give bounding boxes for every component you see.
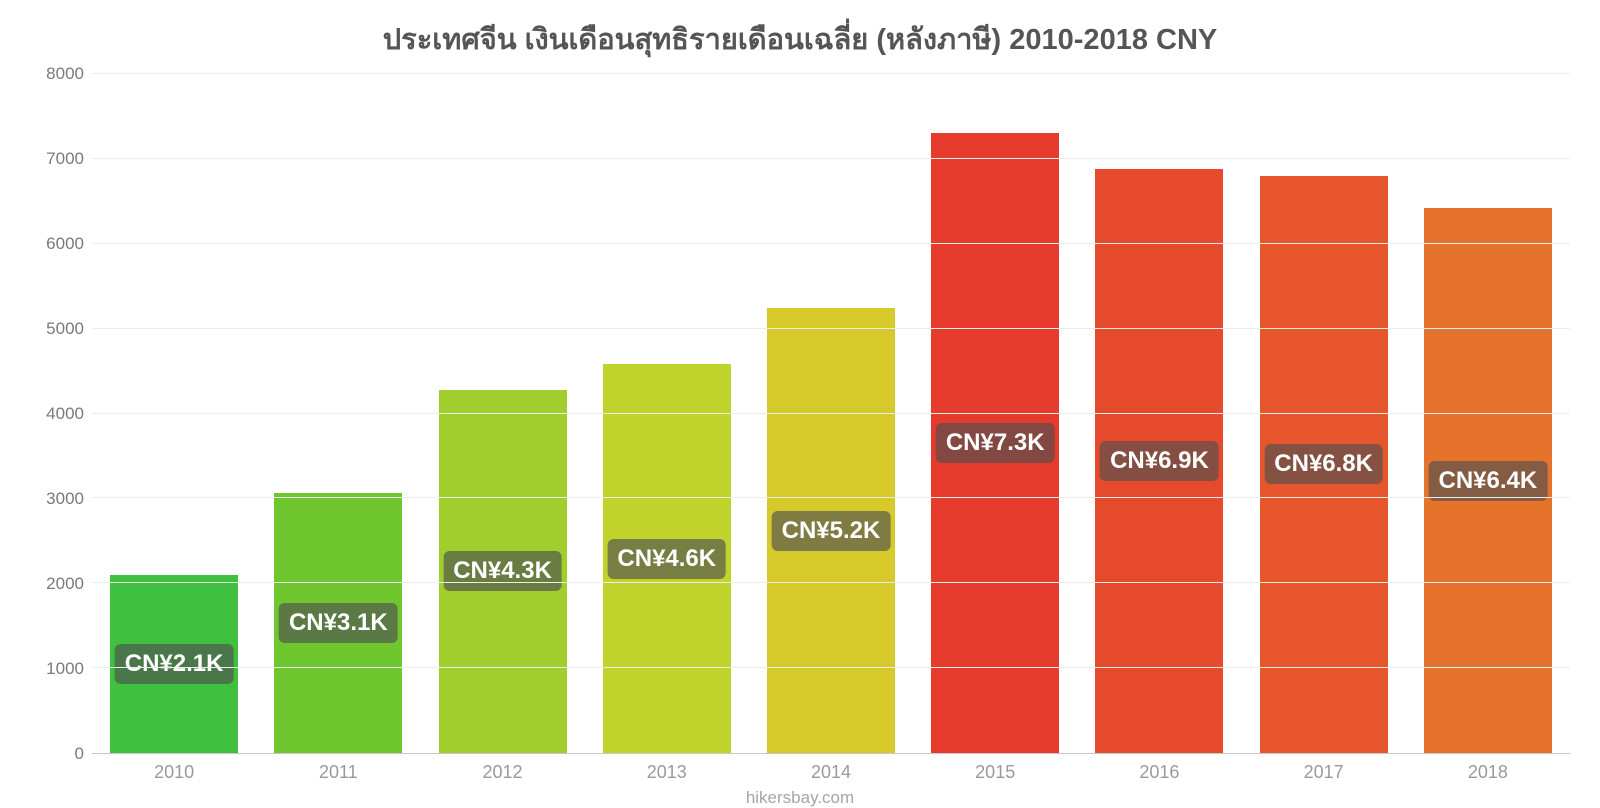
bar-slot: CN¥3.1K [256,74,420,753]
chart-title: ประเทศจีน เงินเดือนสุทธิรายเดือนเฉลี่ย (… [30,16,1570,62]
bar-value-label: CN¥4.6K [607,539,726,579]
grid-line [92,158,1570,159]
grid-line [92,667,1570,668]
bar-slot: CN¥4.3K [420,74,584,753]
bar-slot: CN¥2.1K [92,74,256,753]
y-tick-label: 3000 [46,489,84,509]
grid-line [92,497,1570,498]
x-tick-label: 2017 [1242,754,1406,786]
grid-line [92,328,1570,329]
y-tick-label: 1000 [46,659,84,679]
grid-line [92,413,1570,414]
y-tick-label: 0 [75,744,84,764]
x-tick-label: 2018 [1406,754,1570,786]
bar-slot: CN¥6.9K [1077,74,1241,753]
x-tick-label: 2013 [585,754,749,786]
y-tick-label: 2000 [46,574,84,594]
x-tick-label: 2016 [1077,754,1241,786]
y-tick-label: 6000 [46,234,84,254]
y-tick-label: 8000 [46,64,84,84]
bar-value-label: CN¥6.4K [1429,461,1548,501]
grid-line [92,582,1570,583]
bar-slot: CN¥6.8K [1242,74,1406,753]
bar-slot: CN¥6.4K [1406,74,1570,753]
y-tick-label: 5000 [46,319,84,339]
bar-value-label: CN¥5.2K [772,511,891,551]
chart-container: ประเทศจีน เงินเดือนสุทธิรายเดือนเฉลี่ย (… [0,0,1600,800]
bars-container: CN¥2.1K CN¥3.1K CN¥4.3K CN¥4.6K CN¥5.2K CN¥7.… [92,74,1570,753]
bar-value-label: CN¥7.3K [936,423,1055,463]
bar-value-label: CN¥4.3K [443,551,562,591]
bar-value-label: CN¥6.8K [1264,444,1383,484]
x-tick-label: 2010 [92,754,256,786]
x-tick-label: 2011 [256,754,420,786]
x-axis: 201020112012201320142015201620172018 [92,754,1570,786]
bar-value-label: CN¥6.9K [1100,441,1219,481]
bar-slot: CN¥7.3K [913,74,1077,753]
x-tick-label: 2015 [913,754,1077,786]
source-label: hikersbay.com [30,788,1570,808]
bar-slot: CN¥5.2K [749,74,913,753]
plot: CN¥2.1K CN¥3.1K CN¥4.3K CN¥4.6K CN¥5.2K CN¥7.… [92,74,1570,754]
x-tick-label: 2014 [749,754,913,786]
x-tick-label: 2012 [420,754,584,786]
bar-slot: CN¥4.6K [585,74,749,753]
bar-value-label: CN¥2.1K [115,644,234,684]
y-tick-label: 7000 [46,149,84,169]
plot-area: 010002000300040005000600070008000 CN¥2.1… [30,74,1570,754]
y-axis: 010002000300040005000600070008000 [30,74,92,754]
grid-line [92,243,1570,244]
bar-value-label: CN¥3.1K [279,603,398,643]
grid-line [92,73,1570,74]
y-tick-label: 4000 [46,404,84,424]
